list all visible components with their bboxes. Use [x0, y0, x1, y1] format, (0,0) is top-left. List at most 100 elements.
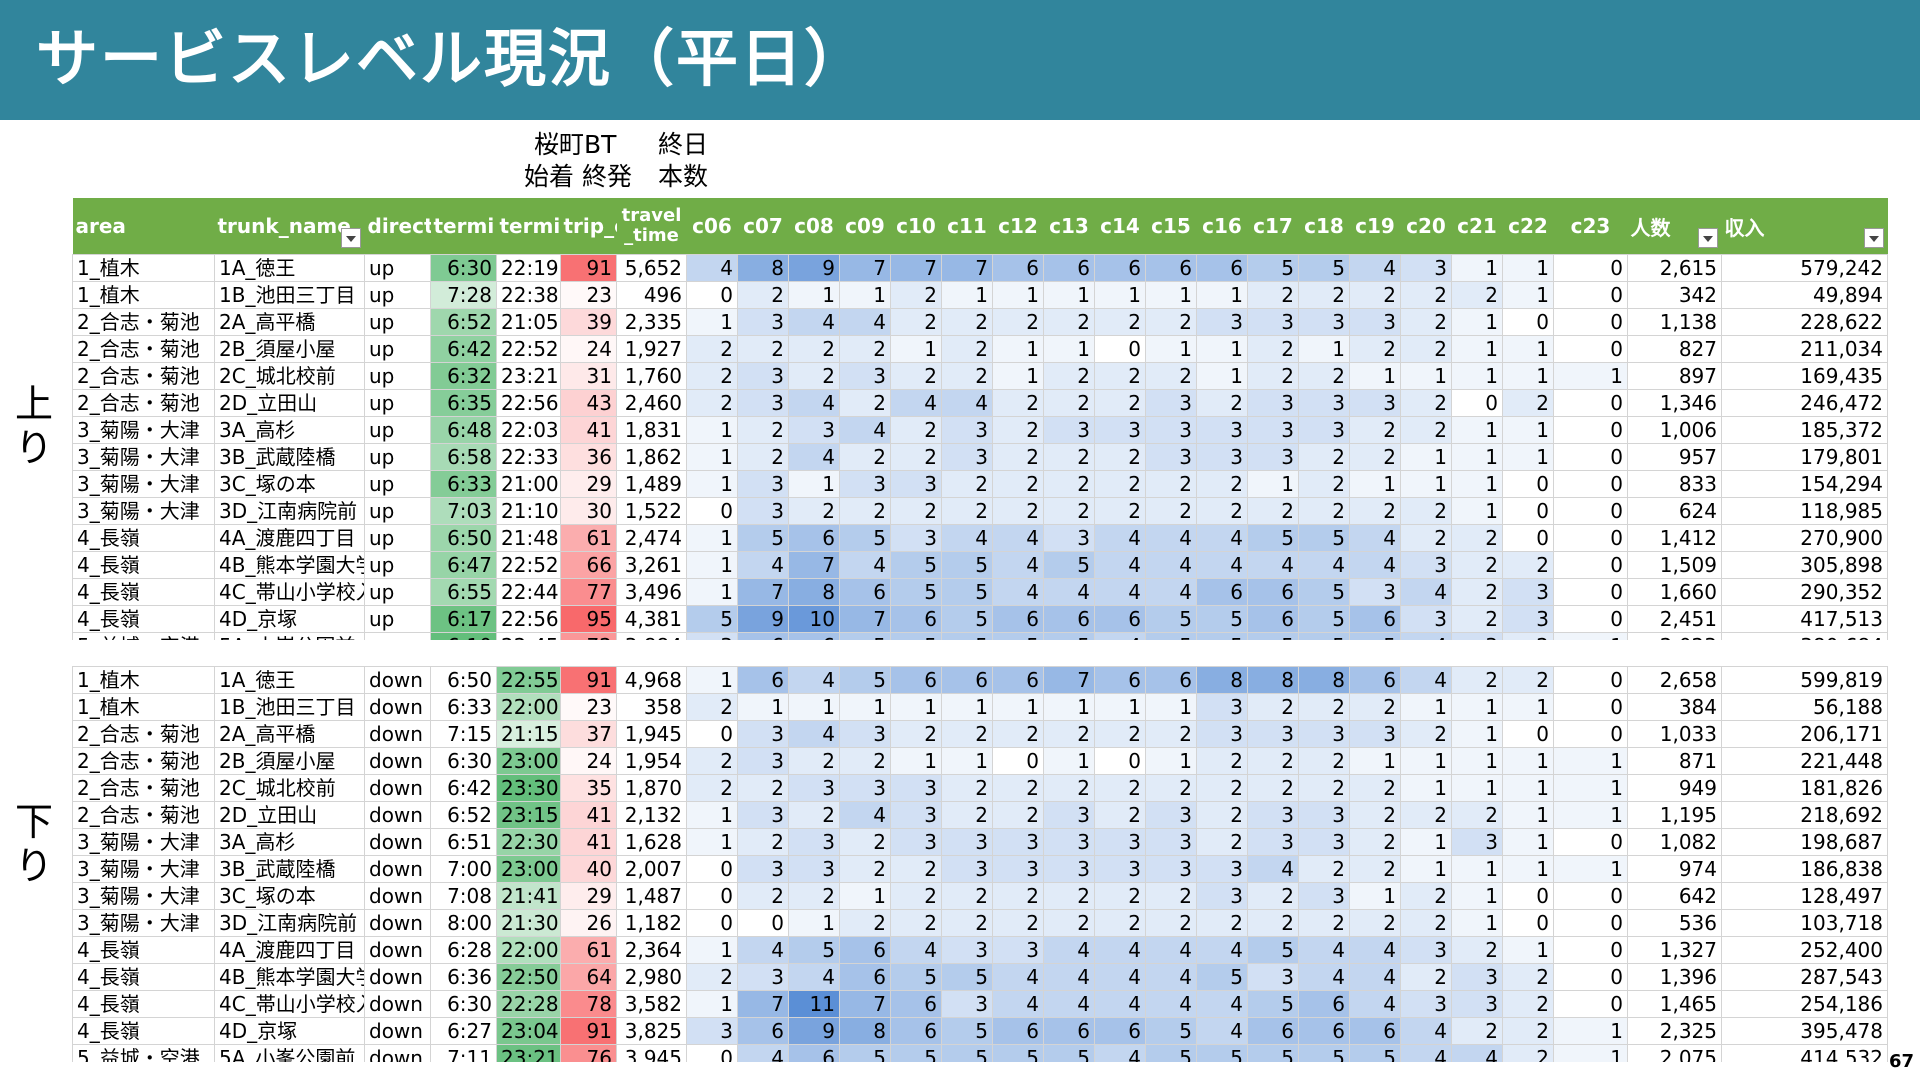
table-cell: 49,894	[1721, 281, 1888, 309]
table-cell: 2	[941, 909, 993, 937]
table-cell: 1	[1451, 497, 1503, 525]
table-cell: 3	[1043, 855, 1095, 883]
table-row: 4_長嶺4C_帯山小学校入口up6:5522:44773,49617865544…	[72, 578, 1888, 606]
table-cell: 4	[941, 524, 993, 552]
table-cell: 4	[737, 551, 789, 579]
table-cell: 2	[1298, 855, 1350, 883]
column-header[interactable]: 収入	[1721, 198, 1888, 255]
table-cell: 2	[839, 497, 891, 525]
table-cell: 6	[1298, 990, 1350, 1018]
table-cell: 2	[1349, 281, 1401, 309]
table-cell: 4	[1094, 578, 1146, 606]
table-cell: 8	[1298, 666, 1350, 694]
table-cell: 2	[941, 774, 993, 802]
table-cell: 5A_小峯公園前	[214, 1044, 365, 1062]
table-cell: 3	[1043, 828, 1095, 856]
table-cell: 2A_高平橋	[214, 308, 365, 336]
table-cell: 6:42	[430, 774, 497, 802]
filter-dropdown-icon[interactable]	[340, 228, 361, 248]
table-cell: 2	[1043, 470, 1095, 498]
table-cell: 4	[1298, 551, 1350, 579]
table-cell: 4	[839, 801, 891, 829]
table-cell: 1	[1451, 855, 1503, 883]
table-cell: 6	[992, 666, 1044, 694]
table-cell: 4_長嶺	[72, 578, 215, 606]
table-cell: 6:36	[430, 963, 497, 991]
table-cell: 9	[788, 254, 840, 282]
table-cell: 6	[1247, 1017, 1299, 1045]
table-cell: 154,294	[1721, 470, 1888, 498]
table-cell: 1	[686, 443, 738, 471]
table-cell: 7:08	[430, 882, 497, 910]
filter-dropdown-icon[interactable]	[1863, 228, 1884, 248]
column-header[interactable]: trunk_name	[214, 198, 365, 255]
table-cell: 5	[1298, 578, 1350, 606]
table-cell: 1,033	[1627, 720, 1722, 748]
table-cell: 3	[1247, 801, 1299, 829]
table-cell: 0	[1502, 470, 1554, 498]
table-cell: 1	[686, 801, 738, 829]
table-cell: 22:00	[496, 936, 561, 964]
table-cell: 6:28	[430, 936, 497, 964]
table-cell: 2	[1400, 720, 1452, 748]
table-cell: 1,138	[1627, 308, 1722, 336]
table-cell: 7	[1043, 666, 1095, 694]
table-row: 2_合志・菊池 2C_城北校前 down 6:42 23:30 35 1,870 2 2 3 3 3 2…	[72, 774, 1888, 802]
table-cell: 0	[1553, 254, 1628, 282]
table-cell: 2_合志・菊池	[72, 801, 215, 829]
table-cell: 3	[737, 801, 789, 829]
table-cell: 6	[1145, 666, 1197, 694]
table-cell: 3	[1145, 416, 1197, 444]
table-cell: 22:28	[496, 990, 561, 1018]
table-cell: 3D_江南病院前	[214, 909, 365, 937]
table-cell: 2	[1349, 801, 1401, 829]
table-cell: 22:52	[496, 335, 561, 363]
table-cell: 1	[1502, 774, 1554, 802]
table-cell: 3,261	[616, 551, 687, 579]
table-cell: 6:58	[430, 443, 497, 471]
table-cell: 43	[560, 389, 617, 417]
table-cell: 305,898	[1721, 551, 1888, 579]
table-cell: 0	[1553, 693, 1628, 721]
table-cell: 1	[1502, 936, 1554, 964]
table-cell: 6	[1094, 605, 1146, 633]
table-cell: 0	[686, 1044, 738, 1062]
table-cell: 3	[737, 720, 789, 748]
table-cell: 2	[1196, 909, 1248, 937]
table-cell: 1	[686, 936, 738, 964]
table-cell: 2	[890, 882, 942, 910]
table-cell: 2B_須屋小屋	[214, 335, 365, 363]
column-header: c14	[1094, 198, 1146, 255]
table-cell: 1	[1349, 747, 1401, 775]
table-cell: 3	[686, 1017, 738, 1045]
table-cell: 4	[1094, 524, 1146, 552]
table-cell: 6	[839, 578, 891, 606]
table-cell: 252,400	[1721, 936, 1888, 964]
table-cell: 91	[560, 1017, 617, 1045]
table-cell: 2,364	[616, 936, 687, 964]
table-cell: 4	[1145, 963, 1197, 991]
column-header: c22	[1502, 198, 1554, 255]
table-cell: 1	[890, 693, 942, 721]
table-cell: 3_菊陽・大津	[72, 443, 215, 471]
table-cell: 6:55	[430, 578, 497, 606]
table-cell: 2	[1145, 362, 1197, 390]
table-cell: 8	[1196, 666, 1248, 694]
table-cell: 2_合志・菊池	[72, 720, 215, 748]
table-cell: 2	[686, 335, 738, 363]
table-cell: 3	[737, 497, 789, 525]
table-cell: 1	[1502, 416, 1554, 444]
table-cell: 2D_立田山	[214, 801, 365, 829]
table-cell: 4	[1400, 666, 1452, 694]
table-cell: 23:04	[496, 1017, 561, 1045]
table-cell: 1	[1145, 693, 1197, 721]
column-header[interactable]: 人数	[1627, 198, 1722, 255]
table-row: 4_長嶺 4A_渡鹿四丁目 down 6:28 22:00 61 2,364 1 4 5 6 4 3 3 4…	[72, 936, 1888, 964]
table-cell: 3	[788, 855, 840, 883]
table-cell: 0	[1553, 524, 1628, 552]
table-cell: 1,522	[616, 497, 687, 525]
table-cell: 2	[1502, 990, 1554, 1018]
table-cell: 3	[737, 389, 789, 417]
filter-dropdown-icon[interactable]	[1697, 228, 1718, 248]
table-cell: 5	[890, 578, 942, 606]
